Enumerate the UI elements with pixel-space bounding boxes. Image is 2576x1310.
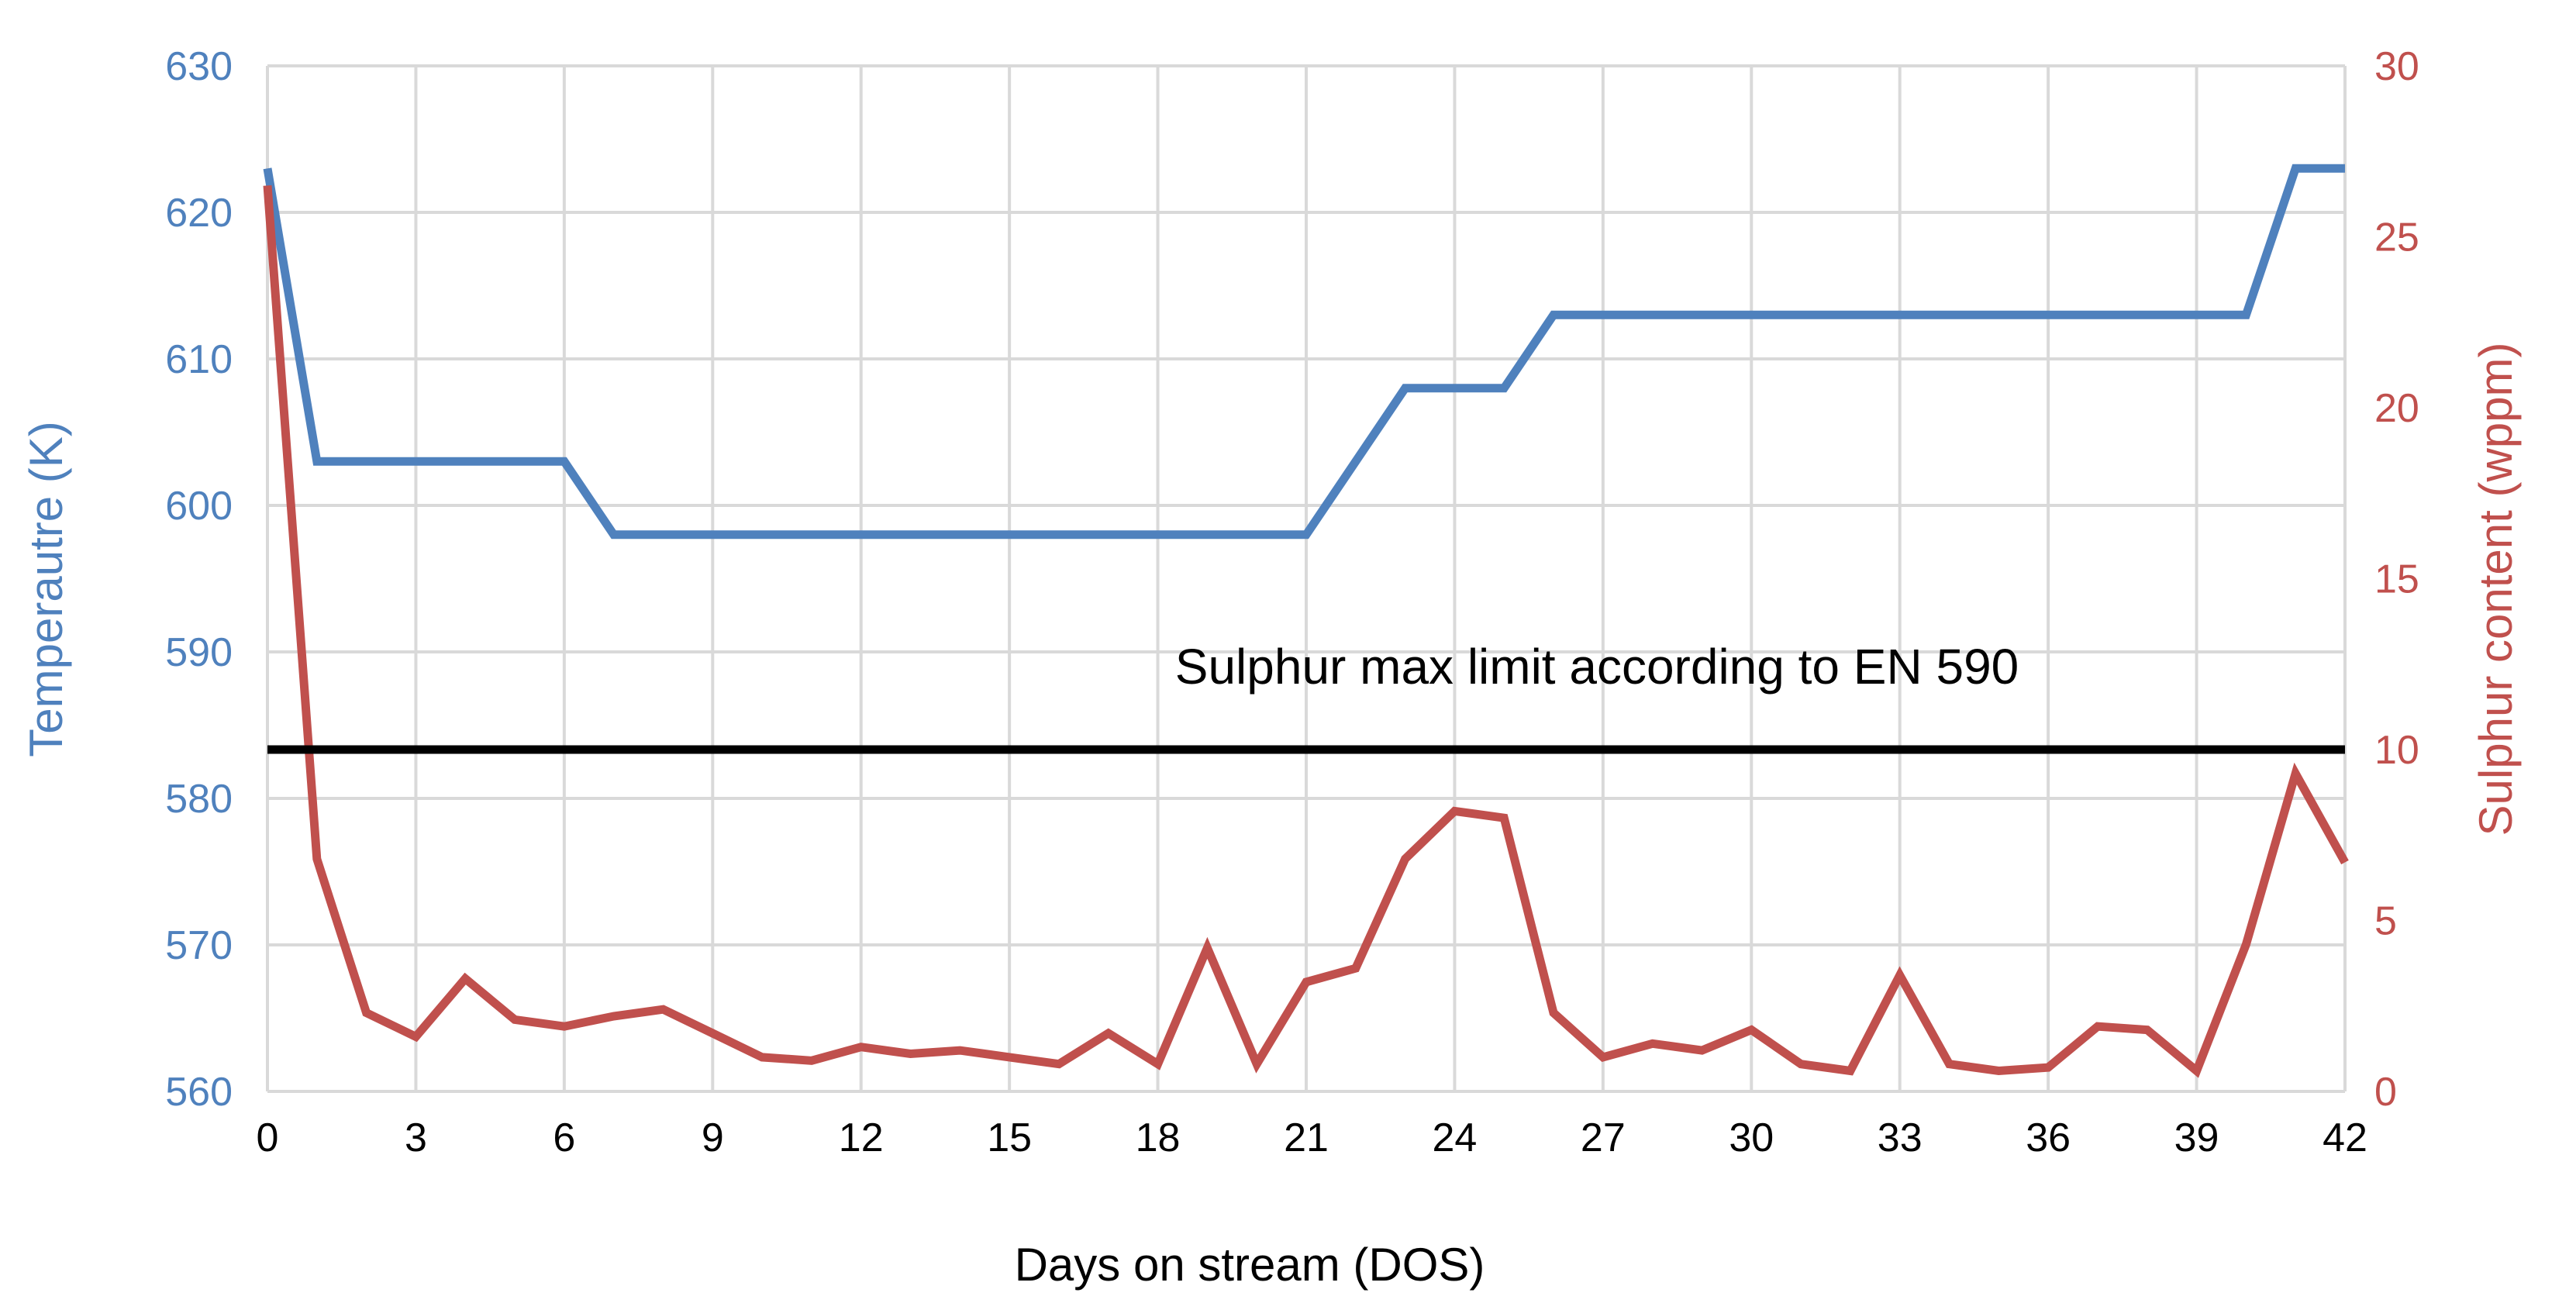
y-left-tick-label: 570 [165,923,233,968]
x-tick-label: 0 [257,1115,279,1160]
x-tick-label: 24 [1433,1115,1478,1160]
y-right-tick-label: 5 [2374,899,2397,944]
x-tick-label: 33 [1878,1115,1923,1160]
x-tick-label: 18 [1136,1115,1181,1160]
x-tick-label: 42 [2323,1115,2367,1160]
x-tick-label: 21 [1284,1115,1329,1160]
series-lines [263,164,2349,1078]
x-tick-label: 6 [553,1115,575,1160]
y-left-tick-label: 610 [165,337,233,382]
reference-line-label: Sulphur max limit according to EN 590 [1175,639,2019,695]
y-right-tick-label: 15 [2374,557,2419,602]
x-axis-title: Days on stream (DOS) [1015,1239,1485,1291]
y-axis-right-title: Sulphur content (wppm) [2470,343,2522,836]
temperature-series-line [263,164,2345,540]
x-tick-label: 36 [2026,1115,2071,1160]
y-left-tick-label: 630 [165,44,233,89]
y-left-tick-label: 600 [165,484,233,529]
x-tick-label: 12 [839,1115,884,1160]
y-right-tick-label: 10 [2374,728,2419,773]
y-left-tick-label: 560 [165,1070,233,1115]
y-left-tick-label: 580 [165,777,233,822]
y-right-tick-label: 30 [2374,44,2419,89]
y-left-tick-label: 620 [165,191,233,236]
y-right-tick-label: 20 [2374,386,2419,431]
x-tick-label: 39 [2174,1115,2219,1160]
y-left-tick-label: 590 [165,630,233,675]
sulphur-series-line [263,184,2349,1078]
x-tick-label: 30 [1729,1115,1774,1160]
x-tick-label: 9 [702,1115,724,1160]
x-tick-label: 3 [405,1115,427,1160]
x-tick-label: 15 [987,1115,1032,1160]
axis-titles: Days on stream (DOS) Temperautre (K) Sul… [20,343,2522,1291]
x-tick-label: 27 [1581,1115,1626,1160]
gridlines [266,64,2347,1093]
y-right-tick-label: 0 [2374,1070,2397,1115]
y-right-tick-label: 25 [2374,215,2419,260]
y-axis-left-title: Temperautre (K) [20,421,72,757]
